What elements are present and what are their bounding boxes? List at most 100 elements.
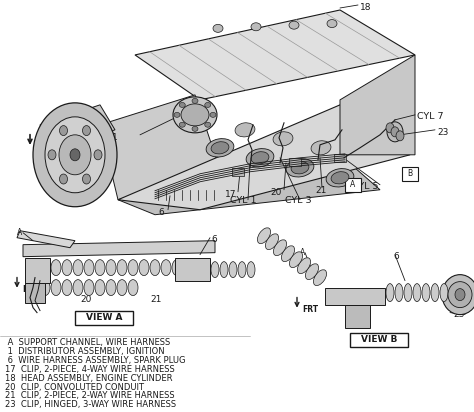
Ellipse shape [40,260,50,276]
Text: 1  DISTRIBUTOR ASSEMBLY, IGNITION: 1 DISTRIBUTOR ASSEMBLY, IGNITION [5,346,164,356]
Ellipse shape [51,280,61,296]
Text: 20: 20 [270,188,282,197]
Ellipse shape [229,262,237,278]
Polygon shape [340,55,415,155]
Ellipse shape [117,280,127,296]
Text: 17  CLIP, 2-PIECE, 4-WAY WIRE HARNESS: 17 CLIP, 2-PIECE, 4-WAY WIRE HARNESS [5,365,175,374]
Text: 6  WIRE HARNESS ASSEMBLY, SPARK PLUG: 6 WIRE HARNESS ASSEMBLY, SPARK PLUG [5,356,185,365]
Ellipse shape [51,260,61,276]
Text: B: B [408,169,412,178]
Ellipse shape [213,24,223,33]
Text: A: A [350,180,356,189]
Ellipse shape [391,127,399,137]
Polygon shape [175,258,210,281]
Polygon shape [17,231,75,248]
Text: 17: 17 [225,190,237,199]
Ellipse shape [192,98,198,103]
Text: FRT: FRT [35,142,53,151]
Ellipse shape [386,283,394,302]
Ellipse shape [396,131,404,141]
Ellipse shape [60,174,67,184]
Ellipse shape [33,103,117,207]
Text: 21: 21 [150,295,161,304]
Polygon shape [345,304,370,328]
Text: 1: 1 [112,133,118,142]
Ellipse shape [70,149,80,161]
Ellipse shape [440,283,448,302]
Ellipse shape [220,262,228,278]
Ellipse shape [297,258,310,274]
Ellipse shape [331,172,349,184]
Ellipse shape [84,260,94,276]
Ellipse shape [286,159,314,177]
Ellipse shape [106,260,116,276]
Bar [350,332,408,346]
Ellipse shape [251,152,269,164]
Ellipse shape [106,280,116,296]
Ellipse shape [45,117,105,193]
Ellipse shape [247,262,255,278]
Ellipse shape [206,138,234,157]
Polygon shape [334,154,346,162]
Text: 21: 21 [315,186,327,195]
Ellipse shape [82,174,91,184]
Text: 20  CLIP, CONVOLUTED CONDUIT: 20 CLIP, CONVOLUTED CONDUIT [5,382,144,391]
Ellipse shape [448,282,472,308]
Text: 23: 23 [453,309,465,318]
Ellipse shape [82,126,91,136]
Ellipse shape [290,252,302,267]
Ellipse shape [313,270,327,286]
Ellipse shape [84,280,94,296]
Ellipse shape [327,20,337,28]
Text: 6: 6 [158,208,164,217]
Text: A: A [300,248,305,257]
Polygon shape [289,158,301,166]
Ellipse shape [128,260,138,276]
Ellipse shape [386,123,394,133]
Ellipse shape [251,23,261,31]
Polygon shape [25,258,50,283]
Ellipse shape [172,260,182,276]
Ellipse shape [73,260,83,276]
Ellipse shape [62,280,72,296]
Text: 18  HEAD ASSEMBLY, ENGINE CYLINDER: 18 HEAD ASSEMBLY, ENGINE CYLINDER [5,374,173,382]
Ellipse shape [431,283,439,302]
Bar [75,311,133,325]
Ellipse shape [211,142,229,154]
Ellipse shape [128,280,138,296]
Ellipse shape [181,104,209,126]
Text: 23  CLIP, HINGED, 3-WAY WIRE HARNESS: 23 CLIP, HINGED, 3-WAY WIRE HARNESS [5,400,176,410]
Ellipse shape [60,126,67,136]
Text: A  SUPPORT CHANNEL, WIRE HARNESS: A SUPPORT CHANNEL, WIRE HARNESS [5,337,170,346]
Ellipse shape [289,21,299,29]
Ellipse shape [59,135,91,175]
Text: 18: 18 [360,3,372,12]
Ellipse shape [395,283,403,302]
Ellipse shape [150,260,160,276]
Text: VIEW A: VIEW A [86,313,122,322]
Ellipse shape [265,234,279,250]
Text: 6: 6 [393,252,399,261]
Ellipse shape [179,103,185,108]
Text: VIEW B: VIEW B [361,335,397,344]
Ellipse shape [95,280,105,296]
Ellipse shape [442,275,474,315]
Polygon shape [135,10,415,100]
Ellipse shape [311,141,331,155]
Text: FRT: FRT [302,304,318,314]
Polygon shape [23,241,215,257]
Text: 23: 23 [437,128,448,137]
Polygon shape [25,283,45,302]
Ellipse shape [413,283,421,302]
Ellipse shape [205,103,211,108]
Ellipse shape [205,122,211,127]
Ellipse shape [210,112,216,117]
Text: CYL 5: CYL 5 [352,182,379,191]
Ellipse shape [62,260,72,276]
Ellipse shape [95,260,105,276]
Ellipse shape [139,260,149,276]
Ellipse shape [179,122,185,127]
Ellipse shape [238,262,246,278]
Bar [345,178,361,192]
Polygon shape [118,105,410,210]
